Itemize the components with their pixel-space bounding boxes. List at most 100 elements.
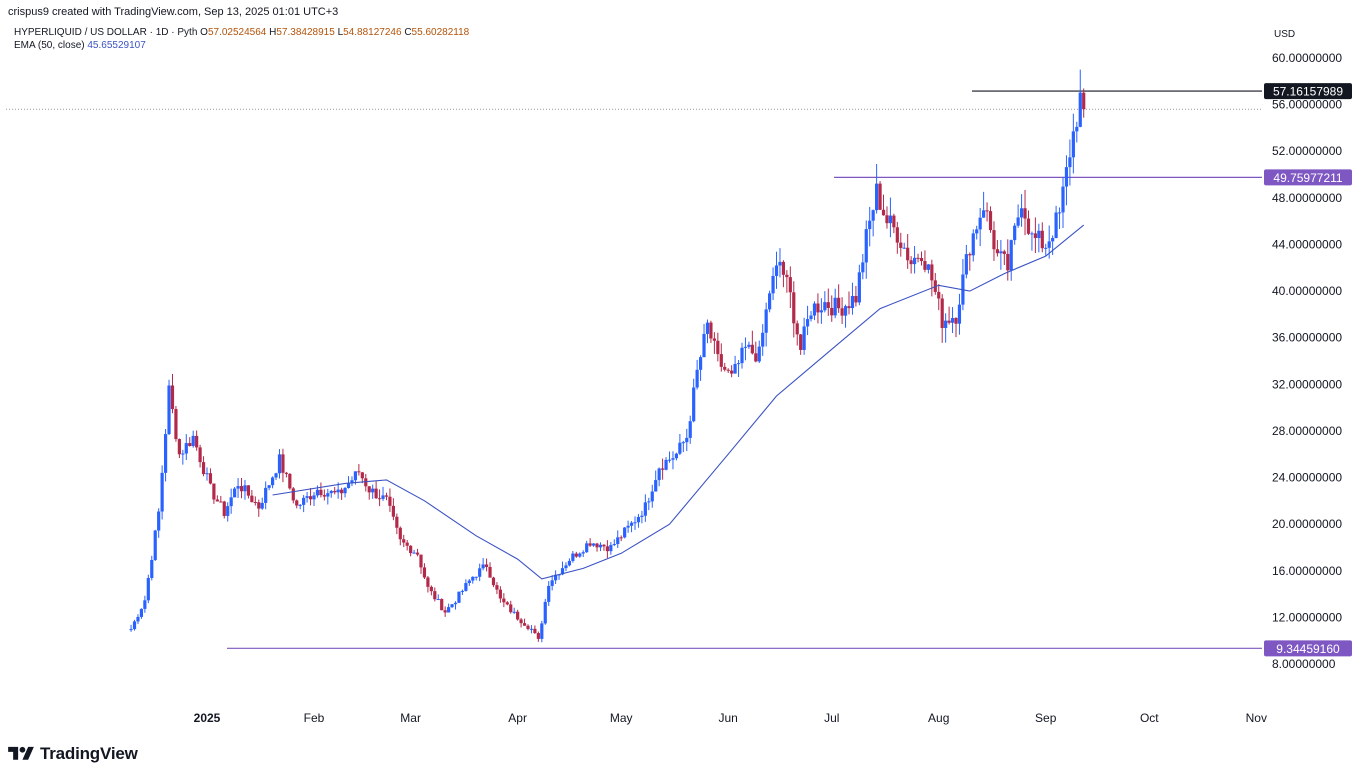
candle-body: [964, 254, 968, 275]
candle-body: [184, 443, 188, 454]
candle-body: [785, 274, 789, 278]
candle-body: [302, 497, 306, 505]
candle-body: [947, 320, 951, 323]
x-tick-label: Mar: [400, 711, 421, 725]
candle-body: [398, 527, 402, 540]
open-value: 57.02524564: [207, 27, 267, 38]
candle-body: [391, 505, 395, 517]
candle-body: [730, 370, 734, 374]
chart-attribution: crispus9 created with TradingView.com, S…: [8, 6, 339, 18]
candle-body: [985, 210, 989, 212]
candle-body: [616, 537, 620, 545]
candle-body: [295, 500, 299, 506]
candle-body: [526, 625, 530, 629]
high-label: H: [269, 27, 277, 38]
candle-body: [174, 409, 178, 440]
candle-body: [502, 598, 506, 603]
candle-body: [243, 485, 247, 492]
candle-body: [650, 491, 654, 502]
price-chart[interactable]: 57.16157989 49.75977211 9.34459160 60.0000…: [0, 0, 1366, 740]
candle-body: [574, 553, 578, 557]
candle-body: [1075, 126, 1079, 132]
candle-body: [388, 496, 392, 506]
candle-body: [664, 459, 668, 470]
candle-body: [422, 567, 427, 578]
candle-body: [661, 468, 665, 470]
candle-body: [219, 501, 223, 503]
candle-body: [384, 495, 389, 497]
candle-body: [685, 437, 689, 443]
candle-body: [132, 621, 137, 630]
candle-body: [491, 577, 496, 586]
candle-body: [847, 306, 851, 309]
candle-body: [733, 363, 737, 374]
candle-body: [768, 293, 772, 310]
candle-body: [377, 498, 382, 500]
candle-body: [671, 458, 675, 460]
candle-body: [716, 340, 720, 355]
candle-body: [747, 344, 751, 347]
candle-body: [191, 435, 195, 446]
candle-body: [357, 471, 361, 473]
candle-body: [736, 363, 741, 365]
candle-body: [757, 346, 761, 362]
candle-body: [246, 485, 251, 496]
high-value: 57.38428915: [276, 27, 335, 38]
candle-body: [774, 265, 779, 276]
tradingview-logo-icon: [8, 746, 34, 760]
symbol-legend: HYPERLIQUID / US DOLLAR · 1D · Pyth O57.…: [14, 27, 469, 38]
candle-body: [519, 619, 523, 624]
candle-body: [636, 516, 641, 523]
candle-body: [298, 504, 302, 506]
y-tick-label: 56.00000000: [1272, 98, 1342, 112]
candle-body: [157, 511, 161, 531]
candle-body: [1040, 230, 1044, 249]
candle-body: [623, 527, 627, 538]
symbol-name: HYPERLIQUID / US DOLLAR · 1D · Pyth: [14, 27, 198, 38]
candle-body: [605, 546, 609, 552]
candle-body: [816, 303, 820, 313]
candle-body: [239, 486, 244, 492]
candle-body: [419, 554, 423, 568]
candle-body: [305, 496, 309, 498]
candle-body: [1068, 157, 1072, 168]
candle-body: [761, 332, 765, 347]
candle-body: [160, 472, 164, 512]
candle-body: [971, 233, 975, 256]
candle-body: [170, 385, 175, 410]
candle-body: [912, 257, 917, 265]
candle-body: [346, 483, 351, 489]
candle-body: [1044, 247, 1048, 249]
currency-label: USD: [1274, 29, 1295, 40]
candle-body: [923, 261, 927, 270]
candle-body: [222, 501, 226, 516]
candle-body: [402, 539, 406, 543]
candle-body: [205, 473, 209, 475]
axis-layer: 60.00000000 56.00000000 52.00000000 48.0000…: [194, 51, 1343, 725]
candle-body: [533, 628, 537, 634]
candle-body: [812, 303, 817, 316]
candle-body: [643, 502, 647, 516]
candle-body: [336, 489, 340, 493]
candle-body: [1013, 225, 1017, 241]
candle-body: [902, 247, 906, 249]
candle-body: [868, 220, 872, 230]
candle-body: [788, 277, 792, 293]
candle-body: [326, 493, 330, 497]
candle-body: [536, 633, 540, 639]
candle-body: [291, 488, 295, 501]
candle-body: [992, 230, 996, 250]
candle-body: [250, 495, 254, 503]
candle-body: [364, 478, 368, 487]
candle-body: [415, 552, 420, 555]
candle-body: [460, 590, 465, 592]
candle-body: [481, 564, 485, 569]
candle-body: [1054, 212, 1058, 238]
candle-body: [585, 543, 589, 553]
candle-body: [878, 183, 882, 210]
candle-body: [626, 525, 630, 528]
close-label: C: [404, 27, 412, 38]
candle-body: [436, 599, 440, 601]
candle-body: [409, 545, 413, 554]
candle-body: [284, 472, 288, 474]
